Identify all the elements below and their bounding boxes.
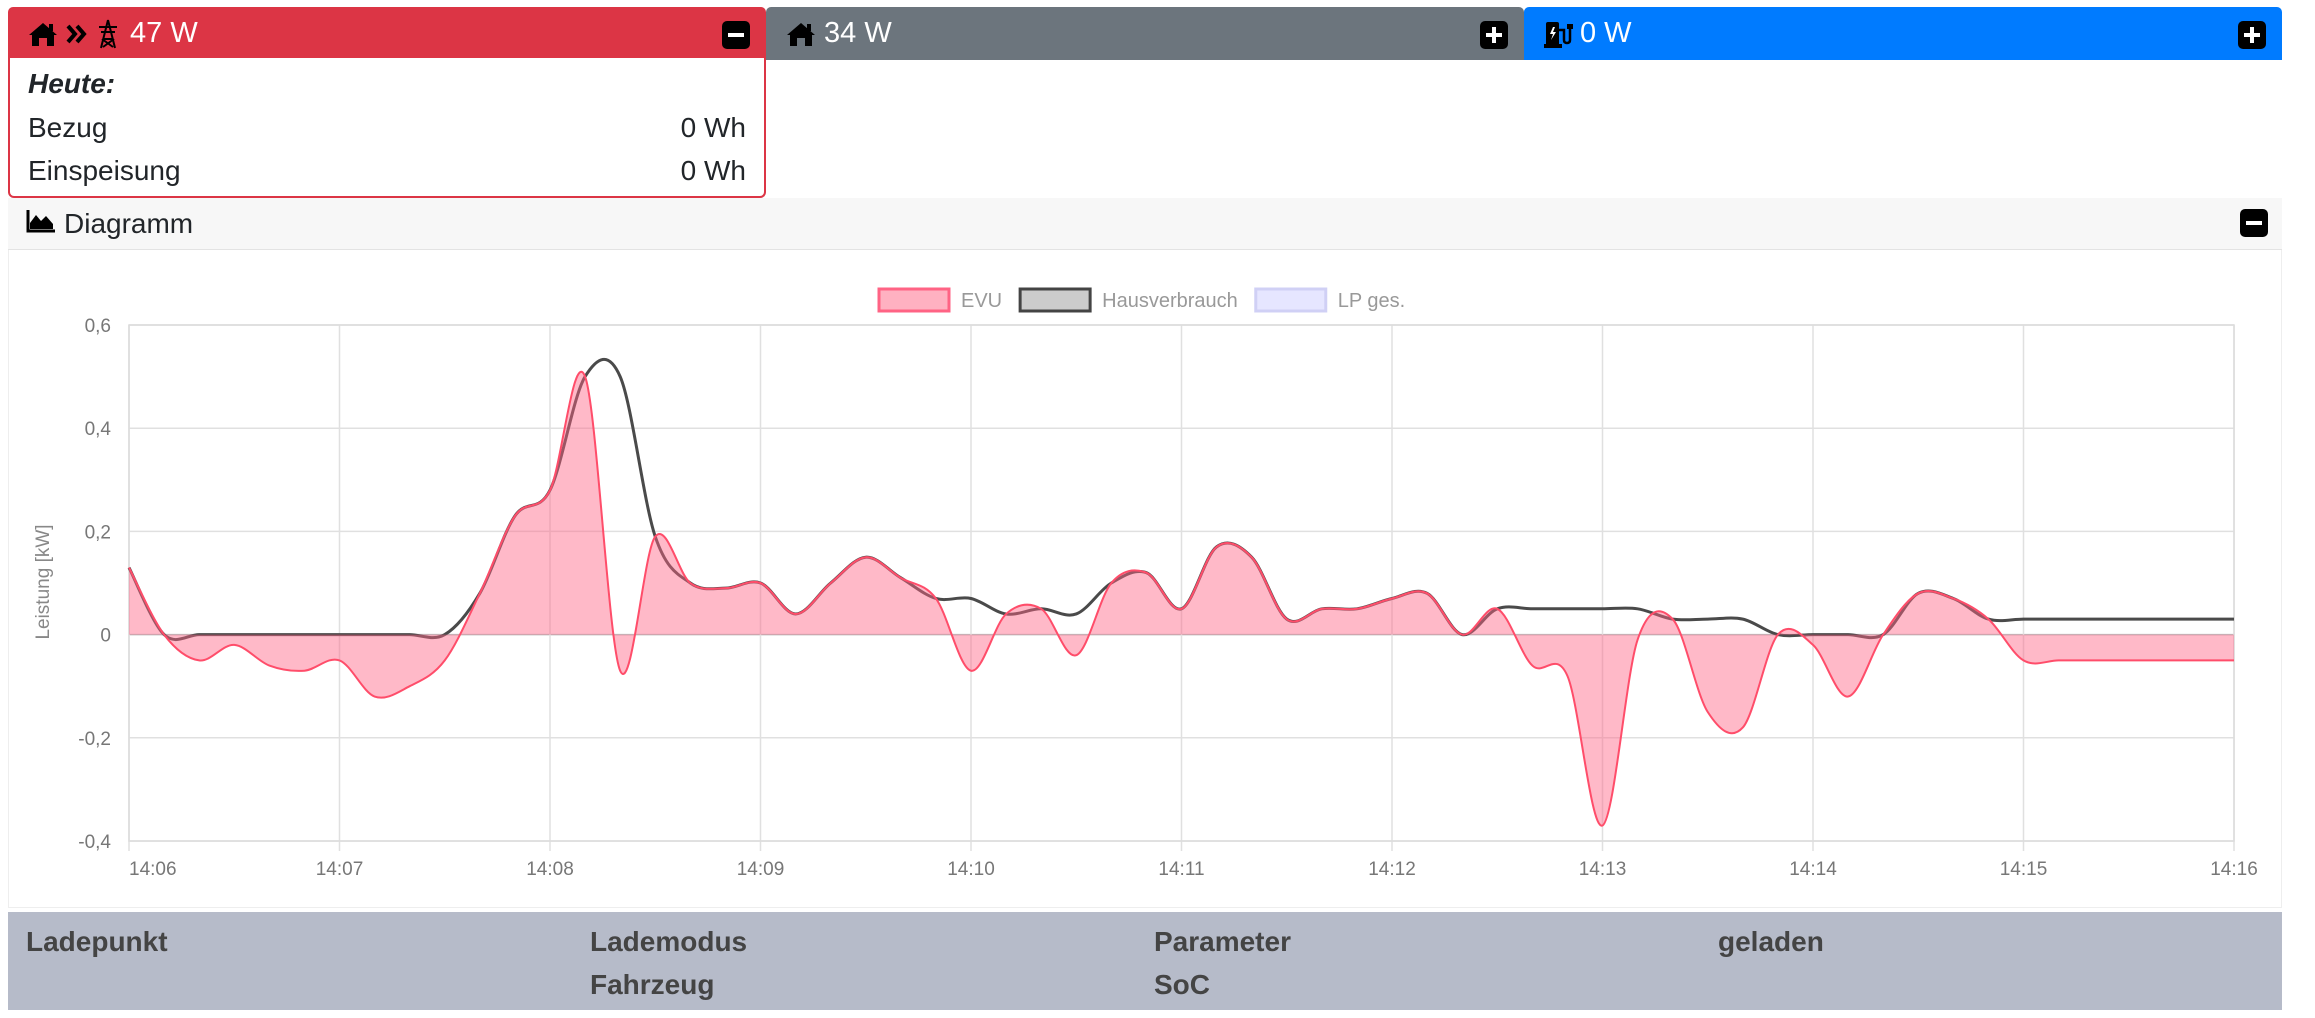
- legend-label[interactable]: Hausverbrauch: [1102, 290, 1238, 312]
- col-vehicle: Fahrzeug: [590, 969, 715, 1000]
- export-label: Einspeisung: [28, 155, 181, 186]
- today-label: Heute:: [28, 68, 116, 99]
- x-tick-label: 14:10: [947, 859, 995, 880]
- col-charged: geladen: [1718, 926, 1824, 957]
- x-tick-label: 14:16: [2210, 859, 2258, 880]
- legend-swatch[interactable]: [1254, 287, 1328, 313]
- x-tick-label: 14:08: [526, 859, 574, 880]
- y-tick-label: 0,2: [85, 522, 111, 543]
- y-axis-label: Leistung [kW]: [33, 524, 54, 639]
- plot-area: [128, 324, 2235, 842]
- y-tick-label: 0: [100, 626, 111, 647]
- series-area-evu: [129, 371, 2234, 826]
- expand-button[interactable]: [1480, 21, 1508, 49]
- x-tick-label: 14:15: [2000, 859, 2048, 880]
- legend-swatch[interactable]: [877, 287, 951, 313]
- collapse-button[interactable]: [2240, 209, 2268, 237]
- diagram-title: Diagramm: [64, 207, 194, 239]
- x-tick-label: 14:14: [1789, 859, 1837, 880]
- diagram-card-header[interactable]: Diagramm: [8, 198, 2282, 250]
- y-tick-label: 0,4: [85, 419, 112, 440]
- chargepoint-power-value: 0 W: [1580, 17, 1632, 49]
- evu-card-header[interactable]: 47 W: [8, 7, 766, 60]
- series-line-evu: [128, 371, 2234, 827]
- y-axis-ticks: 0,6 0,4 0,2 0 -0,2 -0,4: [78, 316, 111, 853]
- home-icon: [786, 21, 816, 47]
- x-tick-label: 14:09: [737, 859, 785, 880]
- x-tick-label: 14:12: [1368, 859, 1416, 880]
- legend-label[interactable]: LP ges.: [1338, 290, 1405, 312]
- area-chart-icon: [26, 209, 56, 238]
- evu-card-body: Heute: Bezug 0 Wh Einspeisung 0 Wh: [8, 58, 766, 198]
- home-icon: [28, 21, 58, 47]
- x-axis-ticks: 14:06 14:07 14:08 14:09 14:10 14:11 14:12 14:13…: [129, 859, 2258, 880]
- col-soc: SoC: [1154, 969, 1210, 1000]
- house-card-header[interactable]: 34 W: [766, 7, 1524, 60]
- col-parameter: Parameter: [1154, 926, 1291, 957]
- col-charge-mode: Lademodus: [590, 926, 748, 957]
- import-value: 0 Wh: [680, 112, 746, 143]
- x-tick-label: 14:07: [316, 859, 364, 880]
- chargepoint-table-header: Ladepunkt Lademodus Fahrzeug Parameter S…: [8, 912, 2282, 1010]
- export-value: 0 Wh: [680, 155, 746, 186]
- x-tick-label: 14:06: [129, 859, 177, 880]
- x-tick-label: 14:13: [1579, 859, 1627, 880]
- charging-station-icon: [1544, 20, 1574, 48]
- chart-grid: [128, 324, 2235, 851]
- collapse-button[interactable]: [722, 21, 750, 49]
- col-chargepoint: Ladepunkt: [26, 926, 168, 957]
- power-chart: 0,60,40,20-0,2-0,4 14:06 14:07 14:08 14:09 1…: [33, 287, 2258, 880]
- diagram-card-body: 0,6 0,4 0,2 0 -0,2 -0,4 14:06 14:07 14:08 14:09 1…: [8, 250, 2282, 908]
- x-tick-label: 14:11: [1158, 859, 1204, 880]
- evu-power-value: 47 W: [130, 17, 198, 49]
- legend-swatch[interactable]: [1018, 287, 1092, 313]
- house-power-value: 34 W: [824, 17, 892, 49]
- chart-areas: [127, 357, 2234, 827]
- power-tower-icon: [96, 19, 120, 49]
- expand-button[interactable]: [2238, 21, 2266, 49]
- import-label: Bezug: [28, 112, 108, 143]
- legend-label[interactable]: EVU: [961, 290, 1002, 312]
- chargepoint-card-header[interactable]: 0 W: [1524, 7, 2282, 60]
- double-chevron-right-icon: [66, 23, 88, 45]
- chart-legend: EVU Hausverbrauch LP ges.: [877, 287, 1405, 313]
- y-tick-label: -0,2: [78, 729, 111, 750]
- y-tick-label: -0,4: [78, 832, 111, 853]
- y-tick-label: 0,6: [85, 316, 111, 337]
